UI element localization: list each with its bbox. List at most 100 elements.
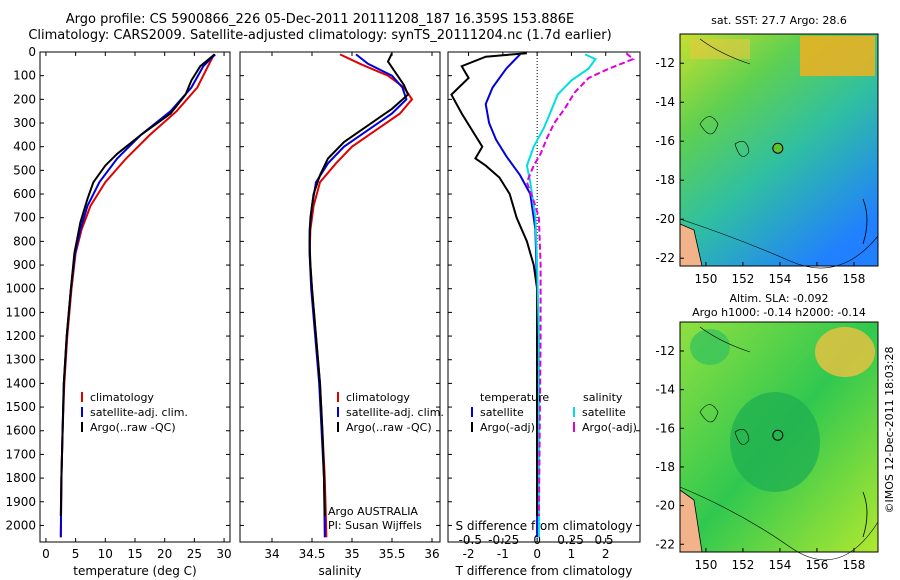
map-xtick-label: 150: [694, 558, 717, 572]
salinity-diff-tick-label: 0.25: [557, 533, 584, 547]
map-ytick-label: -18: [655, 173, 675, 187]
temperature-xtick-label: 5: [72, 547, 80, 561]
argo-annotation: Argo AUSTRALIA: [328, 505, 418, 518]
sla-low-patch: [690, 329, 730, 365]
difference-series-t-argo-adj-: [450, 52, 539, 516]
salinity-xtick-label: 34.5: [299, 547, 326, 561]
depth-tick-label: 1200: [5, 329, 36, 343]
map-xtick-label: 158: [842, 272, 865, 286]
map-ytick-label: -22: [655, 537, 675, 551]
salinity-legend-label: climatology: [346, 391, 410, 404]
sla-low-patch: [730, 392, 820, 492]
temperature-legend-label: Argo(..raw -QC): [90, 421, 176, 434]
argo-float-marker: [772, 142, 784, 154]
reef-outline: [734, 429, 750, 445]
depth-tick-label: 100: [13, 69, 36, 83]
temperature-axes-frame: [39, 51, 231, 543]
map-xtick-label: 154: [768, 558, 791, 572]
copyright-label: ©IMOS 12-Dec-2011 18:03:28: [883, 347, 896, 514]
map-ytick-label: -14: [655, 95, 675, 109]
depth-tick-label: 1700: [5, 447, 36, 461]
reef-outline: [699, 404, 719, 423]
map-ytick-label: -14: [655, 383, 675, 397]
salinity-diff-tick-label: -0.5: [459, 533, 482, 547]
map-xtick-label: 156: [805, 558, 828, 572]
map-xtick-label: 154: [768, 272, 791, 286]
depth-tick-label: 500: [13, 163, 36, 177]
salinity-xtick-label: 35: [344, 547, 359, 561]
depth-tick-label: 200: [13, 92, 36, 106]
argo-annotation: PI: Susan Wijffels: [328, 519, 422, 532]
map-ytick-label: -12: [655, 56, 675, 70]
difference-xtick-label: 2: [602, 547, 610, 561]
reef-outline: [699, 116, 719, 135]
sst-map-title: sat. SST: 27.7 Argo: 28.6: [711, 14, 847, 27]
salinity-diff-tick-label: -0.25: [488, 533, 519, 547]
reef-outline: [862, 491, 868, 538]
depth-tick-label: 0: [28, 45, 36, 59]
map-ytick-label: -20: [655, 499, 675, 513]
map-xtick-label: 158: [842, 558, 865, 572]
depth-tick-label: 1100: [5, 305, 36, 319]
salinity-xtick-label: 36: [424, 547, 439, 561]
salinity-legend-label: Argo(..raw -QC): [346, 421, 432, 434]
depth-contour: [699, 326, 751, 353]
temperature-xtick-label: 25: [187, 547, 202, 561]
depth-tick-label: 2000: [5, 518, 36, 532]
legend-title-salinity: salinity: [583, 391, 623, 404]
difference-xtick-label: 0: [533, 547, 541, 561]
difference-axes-frame: [447, 51, 641, 543]
depth-tick-label: 400: [13, 140, 36, 154]
map-ytick-label: -16: [655, 421, 675, 435]
temperature-xtick-label: 0: [42, 547, 50, 561]
temperature-series-argo-raw-qc-: [59, 53, 216, 517]
depth-tick-label: 600: [13, 187, 36, 201]
depth-tick-label: 300: [13, 116, 36, 130]
diff-legend-label: Argo(-adj): [582, 421, 637, 434]
temperature-xtick-label: 20: [157, 547, 172, 561]
temperature-legend-label: satellite-adj. clim.: [90, 406, 188, 419]
figure-title-line1: Argo profile: CS 5900866_226 05-Dec-2011…: [65, 12, 575, 27]
salinity-xlabel: salinity: [318, 564, 361, 578]
sst-map: 150 152 154 156 158 -12 -14 -16 -18 -20 -22 sat. SS…: [655, 14, 879, 286]
reef-outline: [862, 198, 868, 245]
difference-xtick-label: 1: [568, 547, 576, 561]
map-xtick-label: 152: [731, 558, 754, 572]
salinity-chart: 34 34.5 35 35.5 36 salinity climatology satelli…: [239, 51, 444, 578]
depth-tick-label: 1900: [5, 495, 36, 509]
sst-warm-patch: [800, 36, 875, 76]
sst-warm-patch: [690, 39, 750, 59]
depth-contour: [699, 38, 751, 65]
temperature-legend-label: climatology: [90, 391, 154, 404]
reef-outline: [734, 141, 750, 157]
difference-series-s-satellite: [525, 53, 597, 538]
depth-tick-label: 1300: [5, 353, 36, 367]
difference-xlabel: T difference from climatology: [455, 564, 633, 578]
difference-series-s-argo-adj-: [525, 52, 635, 517]
temperature-xlabel: temperature (deg C): [73, 564, 196, 578]
sla-high-patch: [815, 327, 875, 377]
legend-title-temperature: temperature: [480, 391, 549, 404]
salinity-xtick-label: 34: [264, 547, 279, 561]
map-ytick-label: -22: [655, 251, 675, 265]
sst-map-frame: [679, 33, 879, 267]
depth-tick-label: 800: [13, 234, 36, 248]
difference-chart: -2 -1 0 1 2 T difference from climatology -0.5…: [447, 51, 641, 578]
depth-tick-label: 700: [13, 211, 36, 225]
salinity-legend-label: satellite-adj. clim.: [346, 406, 444, 419]
sla-map-subtitle: Argo h1000: -0.14 h2000: -0.14: [692, 306, 866, 319]
diff-legend-label: Argo(-adj): [480, 421, 535, 434]
temperature-chart: 0100200300400500600700800900100011001200…: [5, 45, 231, 578]
sla-map-title: Altim. SLA: -0.092: [729, 292, 828, 305]
salinity-diff-tick-label: 0.5: [594, 533, 613, 547]
salinity-diff-xlabel: S difference from climatology: [456, 519, 633, 533]
sla-map: 150 152 154 156 158 -12 -14 -16 -18 -20 -22 Altim. …: [655, 292, 879, 572]
difference-xtick-label: -1: [497, 547, 509, 561]
temperature-xtick-label: 10: [98, 547, 113, 561]
diff-legend-label: satellite: [480, 406, 524, 419]
map-xtick-label: 150: [694, 272, 717, 286]
map-ytick-label: -20: [655, 212, 675, 226]
map-ytick-label: -16: [655, 134, 675, 148]
map-xtick-label: 152: [731, 272, 754, 286]
